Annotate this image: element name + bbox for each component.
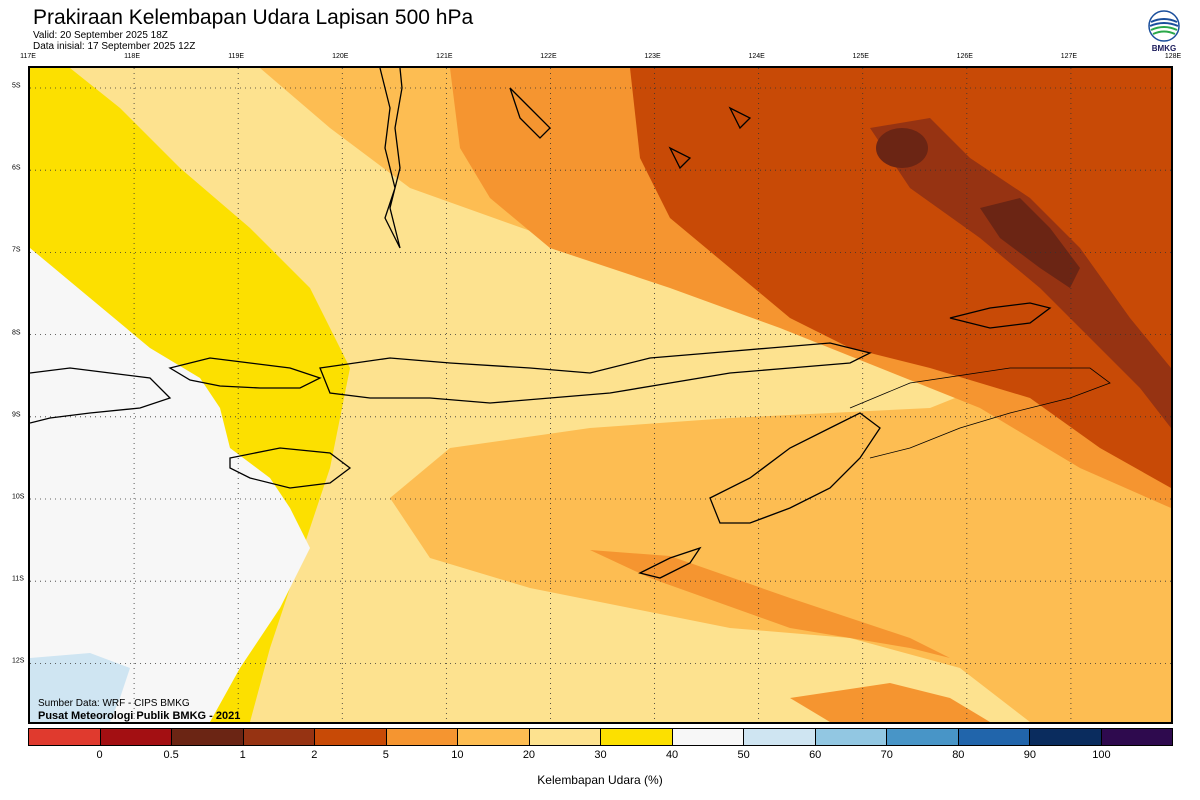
colorbar <box>28 728 1173 746</box>
lon-label: 123E <box>644 53 661 60</box>
island-sulawesi-south <box>379 68 403 249</box>
bmkg-logo: BMKG <box>1144 8 1184 58</box>
lat-label: 10S <box>12 493 25 501</box>
lon-label: 122E <box>540 53 557 60</box>
humidity-streak-10-20 <box>590 550 950 658</box>
map-canvas <box>30 68 1171 722</box>
island-wetar <box>949 302 1052 329</box>
humidity-map <box>28 66 1173 724</box>
colorbar-tick-label: 40 <box>665 749 679 761</box>
island-left-bali <box>30 367 172 424</box>
colorbar-tick-label: 20 <box>522 749 536 761</box>
colorbar-segment <box>744 729 816 745</box>
colorbar-tick-label: 60 <box>809 749 822 761</box>
colorbar-segment <box>1030 729 1102 745</box>
lat-label: 5S <box>12 82 21 90</box>
source-org-line: Pusat Meteorologi Publik BMKG - 2021 <box>38 710 241 722</box>
lon-label: 126E <box>956 53 973 60</box>
island-flores-chain <box>319 342 872 404</box>
bmkg-logo-icon <box>1148 10 1180 42</box>
lon-label: 121E <box>436 53 453 60</box>
humidity-core-1-2-b <box>980 198 1080 288</box>
colorbar-segment <box>386 729 458 745</box>
lat-label: 12S <box>12 657 25 665</box>
colorbar-label: Kelembapan Udara (%) <box>537 773 663 787</box>
colorbar-tick-label: 5 <box>382 749 389 761</box>
colorbar-segment <box>315 729 387 745</box>
island-sumba <box>229 447 352 489</box>
island-timor <box>709 412 881 524</box>
lon-label: 120E <box>332 53 349 60</box>
source-data-line: Sumber Data: WRF - CIPS BMKG <box>38 698 190 709</box>
colorbar-segment <box>29 729 101 745</box>
lat-label: 11S <box>12 575 24 583</box>
colorbar-tick-label: 70 <box>880 749 893 761</box>
humidity-band-2-5 <box>870 118 1171 428</box>
colorbar-tick-label: 1 <box>239 749 246 761</box>
lon-label: 117E <box>20 53 36 60</box>
initial-data-time: Data inisial: 17 September 2025 12Z <box>33 41 196 52</box>
source-credits: Sumber Data: WRF - CIPS BMKG Pusat Meteo… <box>38 698 240 722</box>
humidity-band-5-10 <box>630 68 1171 488</box>
colorbar-segment <box>172 729 244 745</box>
colorbar-segment <box>529 729 601 745</box>
colorbar-ticks: 0 0.5 1 2 5 10 20 30 40 50 60 70 80 90 100 <box>28 749 1173 763</box>
colorbar-segment <box>243 729 315 745</box>
lon-label: 119E <box>228 53 245 60</box>
humidity-band-60-70 <box>30 653 130 722</box>
map-title: Prakiraan Kelembapan Udara Lapisan 500 h… <box>33 6 474 29</box>
colorbar-segment <box>601 729 673 745</box>
colorbar-tick-label: 50 <box>737 749 750 761</box>
colorbar-tick-label: 100 <box>1092 749 1111 761</box>
humidity-band-50-60 <box>30 248 310 722</box>
colorbar-tick-label: 2 <box>311 749 318 761</box>
colorbar-tick-label: 90 <box>1023 749 1036 761</box>
island-small-south <box>638 546 702 579</box>
colorbar-tick-label: 30 <box>594 749 607 761</box>
lat-label: 9S <box>12 411 21 419</box>
valid-time: Valid: 20 September 2025 18Z <box>33 30 168 41</box>
logo-label: BMKG <box>1151 44 1177 53</box>
colorbar-segment <box>672 729 744 745</box>
colorbar-tick-label: 10 <box>451 749 464 761</box>
eez-boundary <box>849 367 1111 459</box>
lon-label: 127E <box>1060 53 1078 60</box>
colorbar-segment <box>815 729 887 745</box>
colorbar-tick-label: 80 <box>952 749 965 761</box>
latitude-labels: 5S 6S 7S 8S 9S 10S 11S 12S <box>0 0 30 800</box>
lat-lon-grid <box>30 68 1171 722</box>
island-sumbawa-lombok <box>168 357 322 389</box>
longitude-labels: 117E 118E 119E 120E 121E 122E 123E 124E 125E 126E… <box>0 53 1200 65</box>
colorbar-tick-label: 0.5 <box>163 749 179 761</box>
lon-label: 118E <box>124 53 140 60</box>
lon-label: 128E <box>1164 53 1182 60</box>
colorbar-segment <box>887 729 959 745</box>
lat-label: 7S <box>12 246 21 254</box>
lat-label: 8S <box>12 329 21 337</box>
islets-north <box>509 87 752 170</box>
colorbar-segment <box>1101 729 1172 745</box>
colorbar-segment <box>958 729 1030 745</box>
colorbar-segment <box>458 729 530 745</box>
humidity-core-1-2-a <box>876 128 928 168</box>
lat-label: 6S <box>12 164 21 172</box>
colorbar-segment <box>100 729 172 745</box>
lon-label: 124E <box>748 53 765 60</box>
colorbar-tick-label: 0 <box>96 749 103 761</box>
lon-label: 125E <box>852 53 869 60</box>
coastlines <box>30 68 1111 579</box>
humidity-streak-10-20-south <box>790 683 990 722</box>
